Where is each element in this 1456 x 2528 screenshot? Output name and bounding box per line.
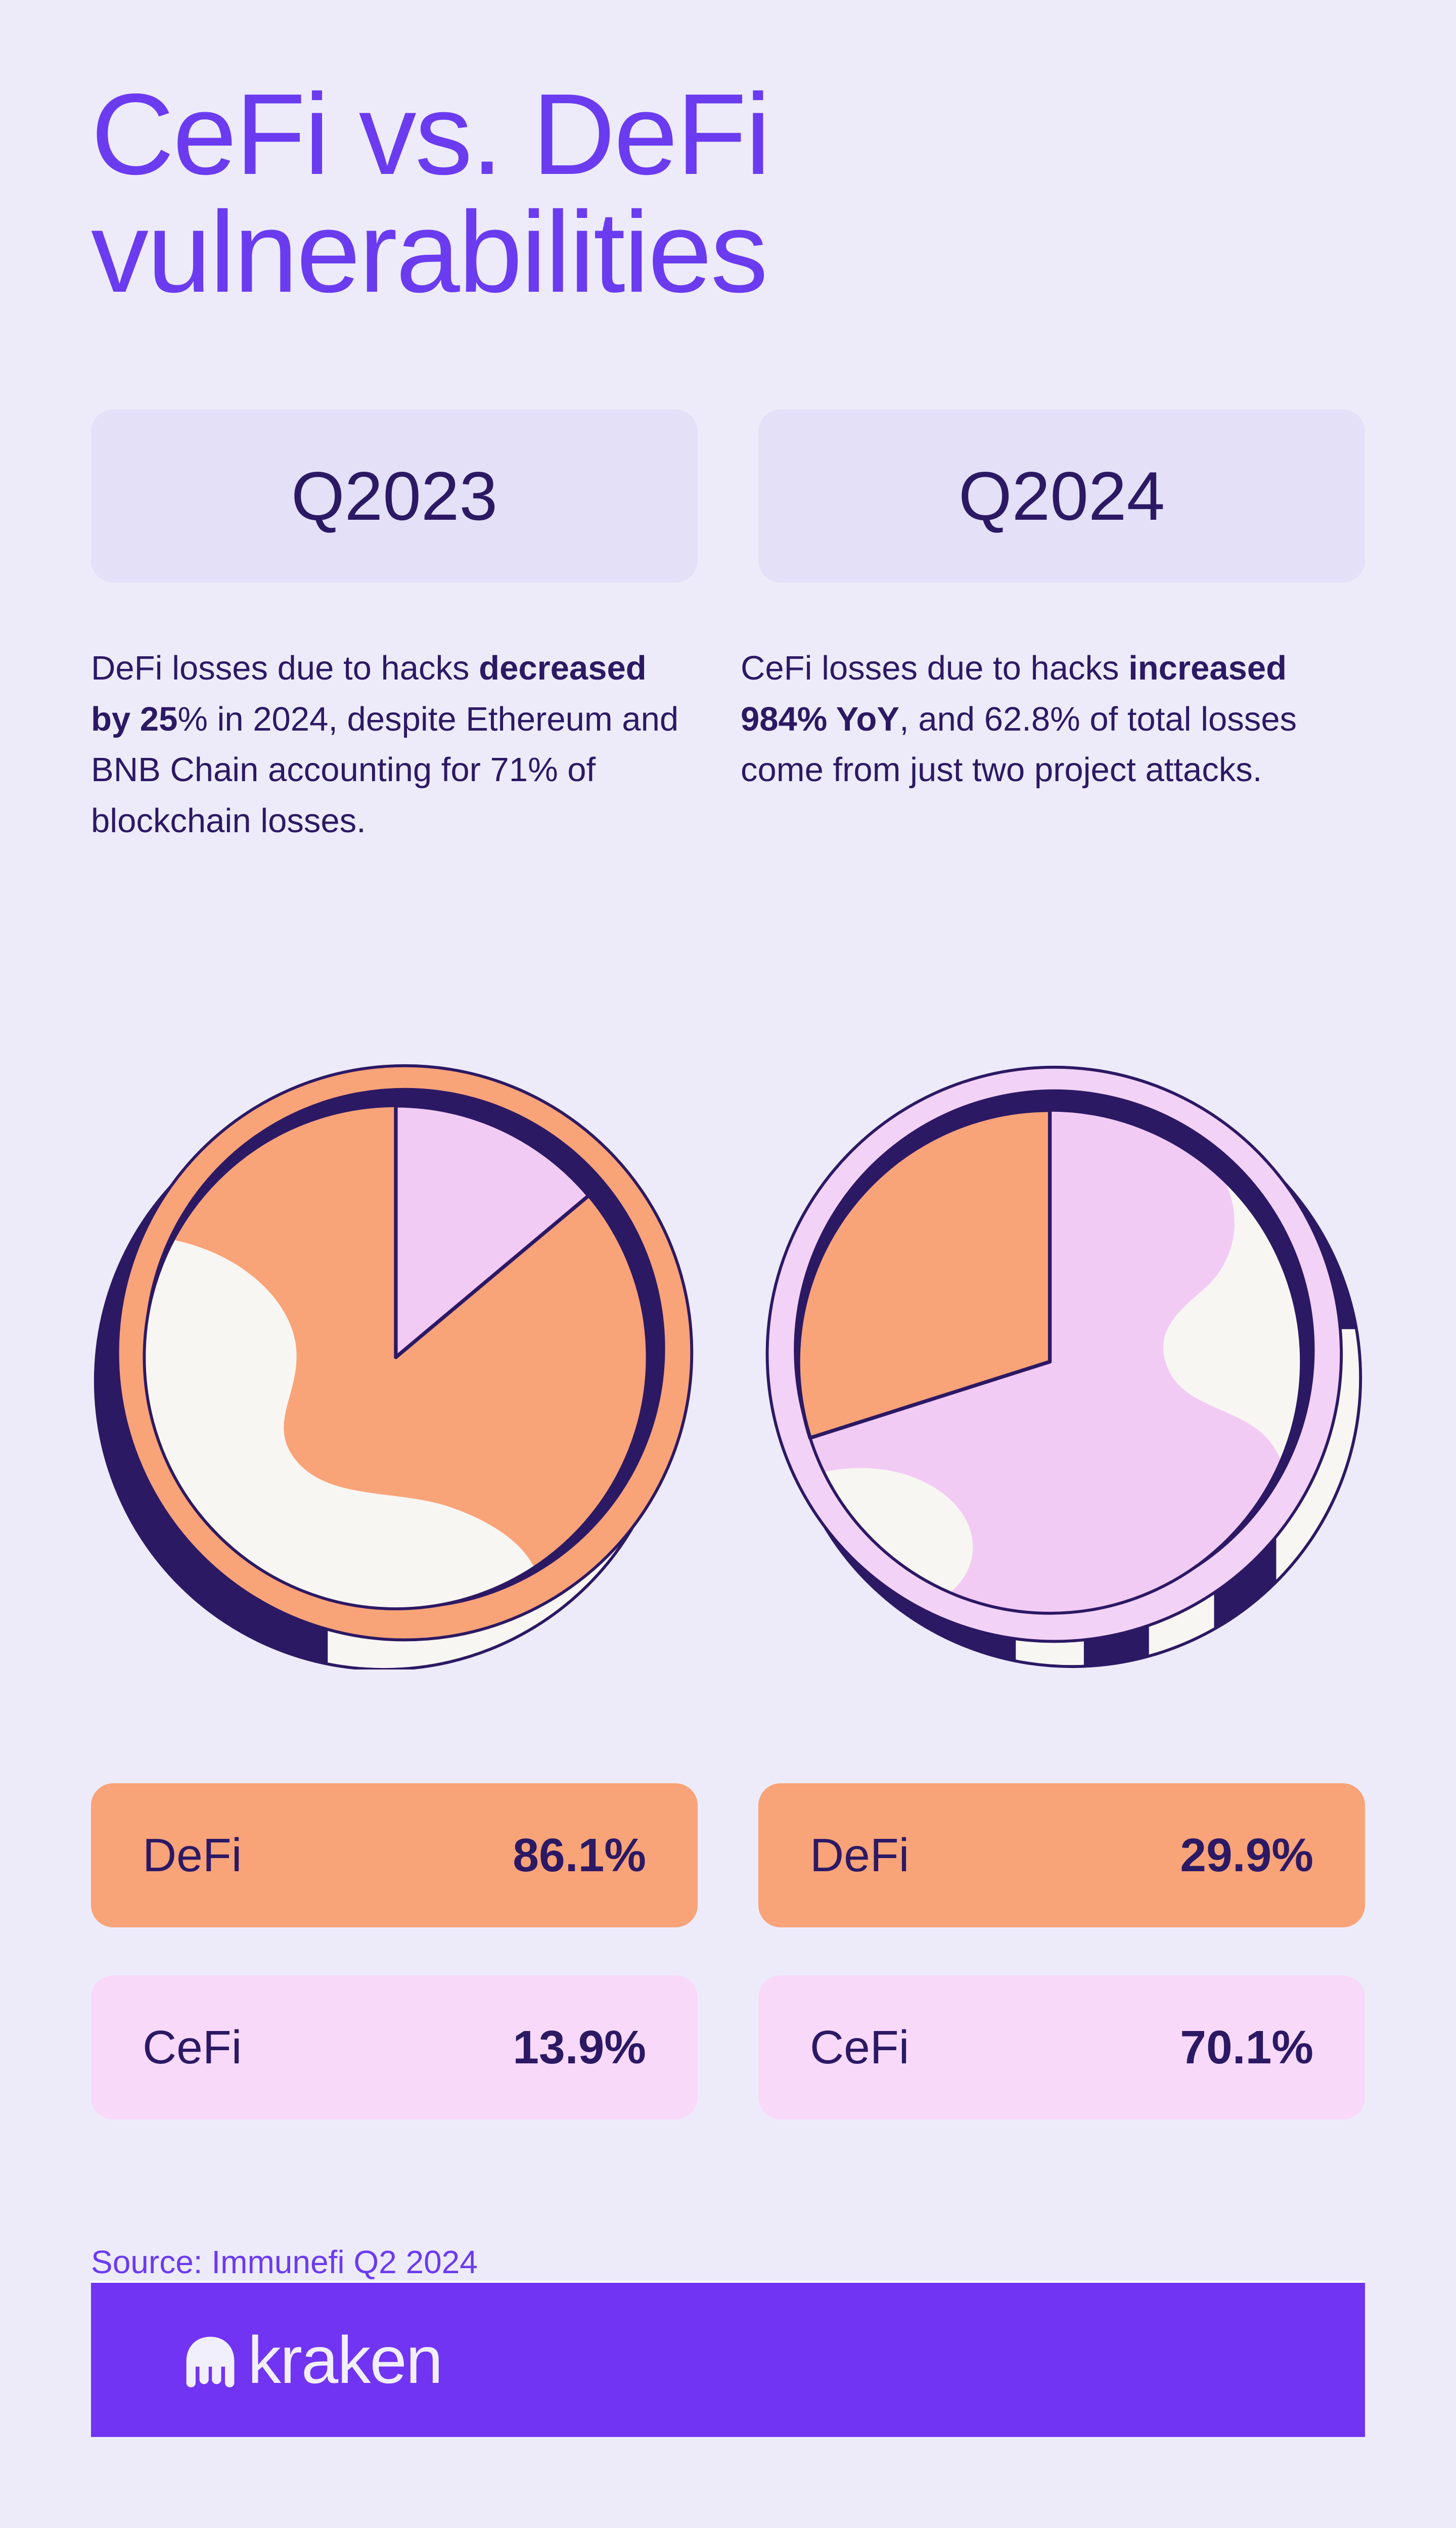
legend-value: 29.9%: [1180, 1829, 1313, 1882]
badge-q2023: Q2023: [91, 410, 698, 583]
legend-label: DeFi: [810, 1829, 909, 1882]
paragraph-q2024-bold: increased 984% YoY: [741, 649, 1287, 738]
pie-face-outline: [143, 1104, 649, 1611]
paragraph-q2024: CeFi losses due to hacks increased 984% …: [741, 643, 1330, 896]
summary-paragraphs: DeFi losses due to hacks decreased by 25…: [91, 643, 1365, 896]
legend-label: CeFi: [143, 2021, 242, 2074]
infographic: CeFi vs. DeFi vulnerabilities Q2023 Q202…: [91, 76, 1365, 2437]
legend-q2024: DeFi 29.9% CeFi 70.1%: [758, 1783, 1365, 2120]
page-title-line1: CeFi vs. DeFi: [91, 70, 771, 199]
kraken-octopus-icon: [186, 2336, 235, 2387]
legend-row-defi: DeFi 29.9%: [758, 1783, 1365, 1928]
legend-value: 70.1%: [1180, 2021, 1313, 2074]
source-attribution: Source: Immunefi Q2 2024: [91, 2244, 478, 2281]
coin-illustration-q2023: [94, 1064, 694, 1670]
legend-label: DeFi: [143, 1829, 242, 1882]
kraken-wordmark: kraken: [248, 2322, 443, 2397]
legend-q2023: DeFi 86.1% CeFi 13.9%: [91, 1783, 698, 2120]
texture-blob: [1163, 1148, 1302, 1591]
pie-face-outline: [797, 1108, 1303, 1615]
pie-chart-q2023: [91, 1063, 698, 1670]
footer-bar: kraken: [91, 2281, 1365, 2437]
paragraph-q2023-post: % in 2024, despite Ethereum and BNB Chai…: [91, 700, 679, 840]
legend-value: 13.9%: [513, 2021, 646, 2074]
legend-row-cefi: CeFi 13.9%: [91, 1975, 698, 2120]
paragraph-q2024-post: , and 62.8% of total losses come from ju…: [741, 700, 1297, 789]
legend-row-defi: DeFi 86.1%: [91, 1783, 698, 1928]
paragraph-q2023-pre: DeFi losses due to hacks: [91, 649, 479, 688]
page-title-line2: vulnerabilities: [91, 188, 768, 317]
legend-row-cefi: CeFi 70.1%: [758, 1975, 1365, 2120]
paragraph-q2023-bold: decreased by 25: [91, 649, 647, 738]
quarter-badges: Q2023 Q2024: [91, 410, 1365, 583]
badge-q2024: Q2024: [758, 410, 1365, 583]
paragraph-q2023: DeFi losses due to hacks decreased by 25…: [91, 643, 680, 896]
pie-charts: [91, 1063, 1365, 1670]
legend-value: 86.1%: [513, 1829, 646, 1882]
page-title: CeFi vs. DeFi vulnerabilities: [91, 76, 1365, 311]
pie-chart-q2024: [758, 1063, 1365, 1669]
legend-label: CeFi: [810, 2021, 909, 2074]
coin-illustration-q2024: [765, 1065, 1362, 1668]
pie-legends: DeFi 86.1% CeFi 13.9% DeFi 29.9% CeFi 70…: [91, 1783, 1365, 2120]
kraken-logo: kraken: [182, 2322, 443, 2397]
paragraph-q2024-pre: CeFi losses due to hacks: [741, 649, 1129, 688]
